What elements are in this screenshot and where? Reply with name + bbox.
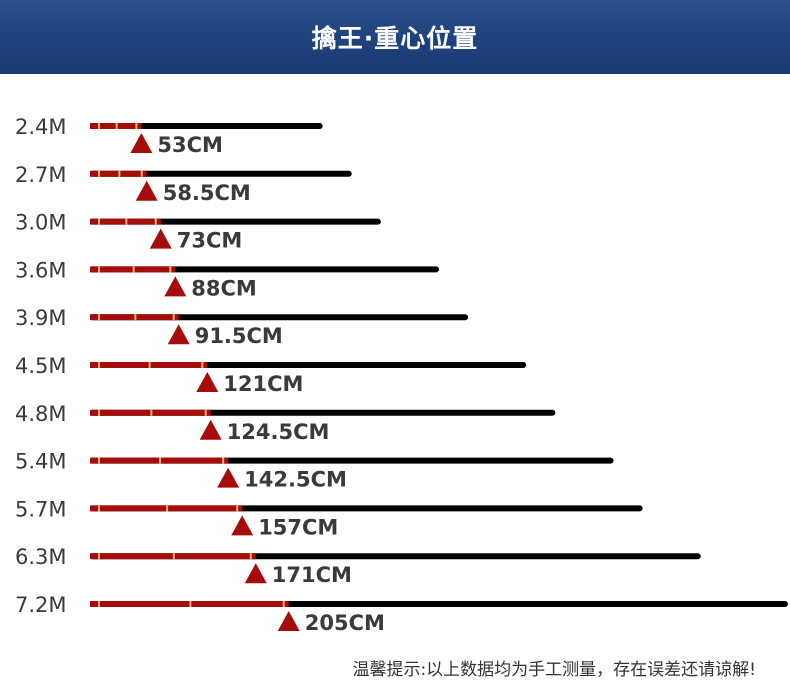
- rod-length-label: 3.9M: [15, 306, 67, 330]
- grip-ring: [201, 362, 204, 368]
- balance-marker: [231, 515, 254, 536]
- balance-point-label: 205CM: [305, 611, 385, 635]
- grip-ring: [189, 601, 192, 607]
- grip-ring: [159, 457, 162, 464]
- grip-ring: [98, 409, 100, 416]
- grip-ring: [98, 553, 100, 560]
- grip-ring: [204, 409, 207, 416]
- balance-point-label: 142.5CM: [244, 468, 347, 492]
- grip-ring: [98, 505, 100, 512]
- grip-ring: [140, 170, 143, 177]
- rod-length-label: 5.7M: [15, 497, 67, 521]
- balance-marker: [167, 324, 190, 345]
- grip-ring: [169, 266, 172, 273]
- disclaimer-note: 温馨提示:以上数据均为手工测量，存在误差还请谅解!: [352, 660, 756, 680]
- grip-ring: [172, 314, 175, 321]
- grip-ring: [98, 123, 100, 129]
- balance-marker: [217, 467, 240, 488]
- rod-bar: [90, 170, 352, 177]
- grip-ring: [98, 266, 100, 273]
- balance-point-label: 91.5CM: [195, 324, 283, 348]
- balance-marker: [130, 133, 153, 153]
- balance-marker: [149, 228, 172, 249]
- grip-ring: [98, 457, 100, 464]
- rod-length-label: 4.8M: [15, 402, 67, 426]
- grip-ring: [236, 505, 239, 512]
- balance-point-label: 157CM: [258, 515, 338, 539]
- rod-length-label: 5.4M: [15, 450, 67, 474]
- balance-marker: [135, 180, 158, 201]
- rod-length-label: 6.3M: [15, 545, 67, 569]
- grip-ring: [166, 505, 169, 512]
- grip-ring: [135, 123, 138, 129]
- balance-point-label: 73CM: [177, 229, 243, 253]
- grip-ring: [134, 314, 137, 321]
- grip-ring: [132, 266, 135, 273]
- grip-ring: [148, 362, 151, 368]
- rod-length-label: 7.2M: [15, 593, 67, 617]
- balance-point-chart: 2.4M 53CM 2.7M 58.5CM 3.0M 73CM 3.6M 88CM 3.9M 91…: [15, 115, 788, 635]
- rod-length-label: 2.7M: [15, 163, 67, 187]
- grip-ring: [125, 218, 128, 225]
- rod-bar: [90, 266, 439, 273]
- grip-ring: [98, 314, 100, 321]
- balance-marker: [277, 611, 300, 631]
- grip-ring: [115, 123, 118, 129]
- header-banner: 擒王·重心位置: [0, 0, 790, 74]
- balance-marker: [164, 276, 187, 297]
- balance-point-label: 124.5CM: [227, 420, 330, 444]
- grip-section: [90, 505, 243, 512]
- rod-length-label: 3.6M: [15, 258, 67, 282]
- grip-ring: [98, 170, 100, 177]
- rod-length-label: 4.5M: [15, 354, 67, 378]
- grip-ring: [154, 218, 157, 225]
- balance-point-label: 58.5CM: [163, 181, 251, 205]
- grip-ring: [118, 170, 121, 177]
- balance-point-label: 171CM: [272, 563, 352, 587]
- grip-ring: [172, 553, 175, 560]
- rod-length-label: 3.0M: [15, 211, 67, 235]
- grip-ring: [282, 601, 285, 607]
- rod-bar: [90, 123, 323, 129]
- grip-ring: [222, 457, 225, 464]
- grip-section: [90, 457, 229, 464]
- balance-marker: [244, 563, 267, 584]
- balance-point-label: 88CM: [191, 276, 257, 300]
- grip-ring: [150, 409, 153, 416]
- balance-point-label: 121CM: [223, 372, 303, 396]
- rod-bar: [90, 314, 469, 321]
- grip-ring: [98, 218, 100, 225]
- balance-marker: [196, 372, 219, 392]
- balance-point-label: 53CM: [157, 133, 223, 157]
- grip-ring: [98, 362, 100, 368]
- rod-bar: [90, 218, 381, 225]
- rod-length-label: 2.4M: [15, 115, 67, 139]
- page-title: 擒王·重心位置: [311, 24, 479, 53]
- balance-marker: [199, 419, 222, 440]
- grip-ring: [98, 601, 100, 607]
- grip-ring: [249, 553, 252, 560]
